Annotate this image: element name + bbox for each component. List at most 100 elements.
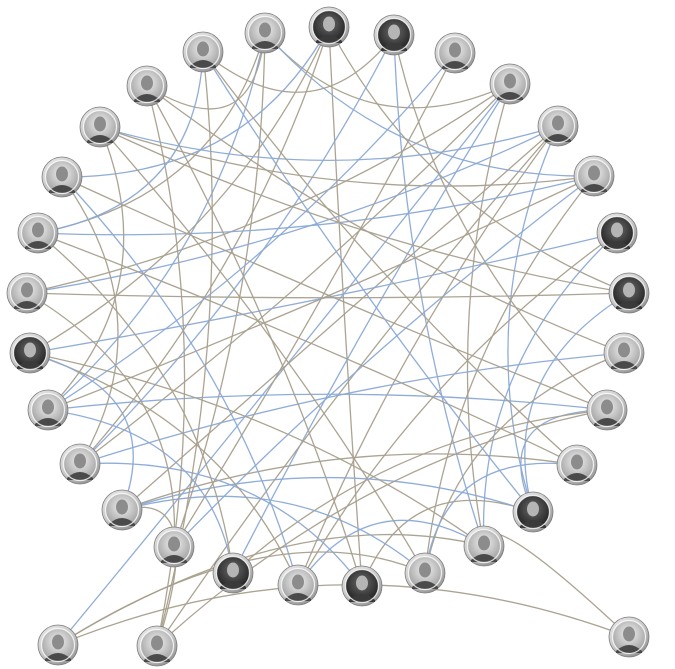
node-portrait-0[interactable] bbox=[244, 12, 286, 54]
edge-10-17 bbox=[232, 409, 608, 574]
node-face-icon-28 bbox=[197, 41, 209, 57]
edge-1-20 bbox=[79, 26, 330, 465]
node-portrait-30[interactable] bbox=[136, 625, 178, 667]
node-portrait-19[interactable] bbox=[101, 489, 143, 531]
node-portrait-11[interactable] bbox=[556, 444, 598, 486]
edge-11-24 bbox=[37, 232, 578, 466]
edge-0-4 bbox=[264, 32, 511, 109]
edge-10-25 bbox=[61, 176, 608, 411]
node-portrait-26[interactable] bbox=[79, 106, 121, 148]
edge-6-21 bbox=[47, 175, 595, 411]
node-portrait-12[interactable] bbox=[512, 491, 554, 533]
node-face-icon-4 bbox=[504, 73, 516, 89]
node-portrait-23[interactable] bbox=[6, 272, 48, 314]
edge-1-25 bbox=[61, 26, 330, 178]
node-portrait-31[interactable] bbox=[608, 616, 650, 658]
node-portrait-21[interactable] bbox=[27, 389, 69, 431]
edge-6-26 bbox=[99, 126, 595, 187]
node-rim-21 bbox=[30, 392, 66, 428]
edge-12-15 bbox=[361, 499, 534, 587]
node-portrait-7[interactable] bbox=[596, 212, 638, 254]
edge-10-30 bbox=[156, 409, 608, 647]
edge-5-12 bbox=[507, 125, 559, 513]
node-rim-6 bbox=[576, 158, 612, 194]
node-rim-7 bbox=[599, 215, 635, 251]
node-shoulders-icon-24 bbox=[25, 241, 51, 249]
node-face-icon-29 bbox=[52, 634, 64, 650]
node-portrait-10[interactable] bbox=[586, 389, 628, 431]
node-portrait-20[interactable] bbox=[59, 443, 101, 485]
node-portrait-27[interactable] bbox=[126, 65, 168, 107]
node-rim-24 bbox=[20, 215, 56, 251]
edge-15-20 bbox=[79, 462, 363, 587]
node-portrait-2[interactable] bbox=[373, 14, 415, 56]
node-shoulders-icon-12 bbox=[520, 520, 546, 528]
edge-2-10 bbox=[393, 34, 608, 411]
node-rim-31 bbox=[611, 619, 647, 655]
node-rim-2 bbox=[376, 17, 412, 53]
node-portrait-18[interactable] bbox=[153, 526, 195, 568]
node-portrait-13[interactable] bbox=[463, 525, 505, 567]
edge-0-18 bbox=[173, 32, 266, 548]
edge-24-28 bbox=[37, 51, 204, 234]
edge-11-28 bbox=[202, 51, 578, 466]
node-portrait-28[interactable] bbox=[182, 31, 224, 73]
node-portrait-3[interactable] bbox=[434, 32, 476, 74]
edge-0-24 bbox=[37, 32, 266, 234]
node-portrait-14[interactable] bbox=[404, 552, 446, 594]
node-portrait-17[interactable] bbox=[212, 552, 254, 594]
edge-7-16 bbox=[297, 232, 618, 586]
node-rim-19 bbox=[104, 492, 140, 528]
node-rim-3 bbox=[437, 35, 473, 71]
node-face-icon-19 bbox=[116, 499, 128, 515]
node-portrait-22[interactable] bbox=[9, 332, 51, 374]
edge-21-26 bbox=[47, 126, 125, 411]
node-portrait-5[interactable] bbox=[537, 105, 579, 147]
node-shoulders-icon-31 bbox=[616, 645, 642, 653]
edge-3-18 bbox=[173, 52, 456, 548]
edge-15-27 bbox=[146, 85, 363, 587]
node-portrait-25[interactable] bbox=[41, 156, 83, 198]
node-face-icon-10 bbox=[601, 399, 613, 415]
node-portrait-4[interactable] bbox=[489, 63, 531, 105]
edge-13-22 bbox=[29, 352, 485, 547]
edge-13-16 bbox=[297, 519, 485, 586]
node-rim-20 bbox=[62, 446, 98, 482]
node-shoulders-icon-11 bbox=[564, 473, 590, 481]
node-shoulders-icon-27 bbox=[134, 94, 160, 102]
node-shoulders-icon-9 bbox=[611, 361, 637, 369]
node-shoulders-icon-19 bbox=[109, 518, 135, 526]
edge-4-17 bbox=[232, 83, 511, 574]
edge-9-20 bbox=[79, 352, 625, 465]
node-shoulders-icon-0 bbox=[252, 41, 278, 49]
node-portrait-24[interactable] bbox=[17, 212, 59, 254]
node-portrait-15[interactable] bbox=[341, 565, 383, 607]
node-face-icon-26 bbox=[94, 116, 106, 132]
edge-0-6 bbox=[264, 32, 595, 177]
edge-1-15 bbox=[328, 26, 363, 587]
node-face-icon-0 bbox=[259, 22, 271, 38]
node-portrait-8[interactable] bbox=[608, 272, 650, 314]
edge-4-13 bbox=[466, 83, 511, 547]
node-rim-25 bbox=[44, 159, 80, 195]
node-face-icon-3 bbox=[449, 42, 461, 58]
node-face-icon-14 bbox=[419, 562, 431, 578]
node-face-icon-22 bbox=[24, 342, 36, 358]
node-shoulders-icon-17 bbox=[220, 581, 246, 589]
node-portrait-1[interactable] bbox=[308, 6, 350, 48]
node-shoulders-icon-16 bbox=[285, 593, 311, 601]
edge-8-23 bbox=[26, 292, 630, 299]
node-portrait-6[interactable] bbox=[573, 155, 615, 197]
node-face-icon-31 bbox=[623, 626, 635, 642]
node-portrait-9[interactable] bbox=[603, 332, 645, 374]
node-face-icon-20 bbox=[74, 453, 86, 469]
edge-2-28 bbox=[202, 34, 395, 93]
node-face-icon-2 bbox=[388, 24, 400, 40]
node-portrait-29[interactable] bbox=[37, 624, 79, 666]
node-shoulders-icon-21 bbox=[35, 418, 61, 426]
node-portrait-16[interactable] bbox=[277, 564, 319, 606]
node-face-icon-18 bbox=[168, 536, 180, 552]
node-shoulders-icon-13 bbox=[471, 554, 497, 562]
node-rim-12 bbox=[515, 494, 551, 530]
node-shoulders-icon-14 bbox=[412, 581, 438, 589]
